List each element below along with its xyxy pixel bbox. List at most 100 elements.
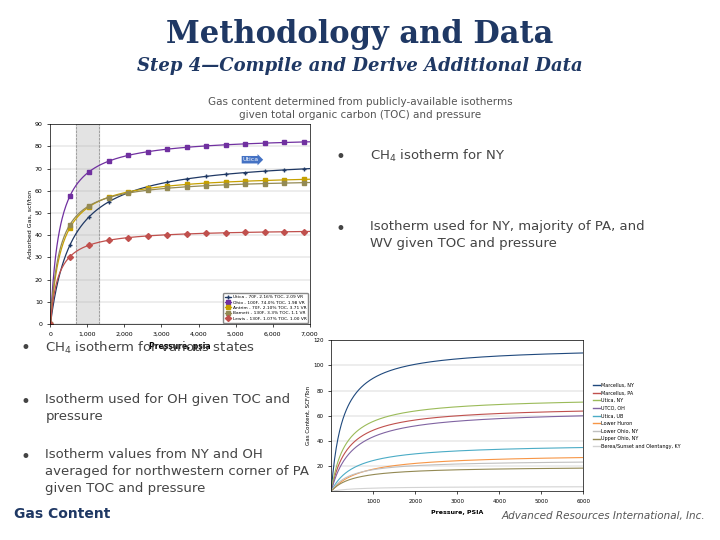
Antrim - 70F, 2.10% TOC, 3.71 VR [130, 187, 139, 194]
Line: Lower Ohio, NY: Lower Ohio, NY [331, 462, 583, 491]
Line: Utica - 70F, 2.16% TOC, 2.09 VR: Utica - 70F, 2.16% TOC, 2.09 VR [48, 166, 312, 326]
Marcellus, NY [579, 350, 588, 356]
Lower Ohio, NY [328, 487, 336, 494]
Line: UTCO, OH: UTCO, OH [331, 416, 583, 491]
Text: Isotherm values from NY and OH
averaged for northwestern corner of PA
given TOC : Isotherm values from NY and OH averaged … [45, 448, 310, 495]
Y-axis label: Adsorbed Gas, scf/ton: Adsorbed Gas, scf/ton [27, 190, 32, 259]
UTCO, OH [539, 414, 548, 420]
Lewis - 130F, 1.07% TOC, 1.00 VR [77, 245, 86, 252]
Lower Huron [481, 456, 490, 463]
Ohio - 100F, 74.0% TOC, 1.98 VR [46, 321, 55, 327]
Barnett - 130F, 3.3% TOC, 1.1 VR [149, 186, 158, 193]
Utica, NY [579, 399, 588, 406]
UTCO, OH [555, 413, 564, 420]
UTCO, OH [481, 416, 490, 423]
Lower Huron [328, 487, 336, 494]
Berea/Sunset and Olentangy, KY [481, 484, 490, 490]
Lower Ohio, NY [481, 460, 490, 467]
Marcellus, PA [555, 408, 564, 415]
Utica, UB [539, 445, 548, 451]
Text: Gas Content: Gas Content [14, 507, 111, 521]
Text: Isotherm used for NY, majority of PA, and
WV given TOC and pressure: Isotherm used for NY, majority of PA, an… [370, 220, 644, 250]
Antrim - 70F, 2.10% TOC, 3.71 VR [235, 178, 243, 185]
Utica, UB [477, 447, 485, 453]
Lewis - 130F, 1.07% TOC, 1.00 VR [305, 228, 314, 235]
Lower Huron [555, 455, 564, 461]
Utica, UB [328, 487, 336, 493]
Barnett - 130F, 3.3% TOC, 1.1 VR [130, 188, 139, 195]
Y-axis label: Gas Content, SCF/Ton: Gas Content, SCF/Ton [305, 386, 310, 445]
Marcellus, PA [539, 409, 548, 415]
Line: Utica, NY: Utica, NY [331, 402, 583, 491]
Berea/Sunset and Olentangy, KY [555, 484, 564, 490]
Utica, NY [328, 483, 336, 490]
Utica - 70F, 2.16% TOC, 2.09 VR [149, 182, 158, 188]
Marcellus, PA [328, 484, 336, 490]
Barnett - 130F, 3.3% TOC, 1.1 VR [233, 181, 242, 187]
Utica, UB [555, 444, 564, 451]
Utica, UB [579, 444, 588, 451]
Text: Step 4—Compile and Derive Additional Data: Step 4—Compile and Derive Additional Dat… [138, 57, 582, 75]
Text: Methodology and Data: Methodology and Data [166, 19, 554, 50]
Text: •: • [336, 220, 346, 238]
Upper Ohio, NY [539, 465, 548, 472]
Text: •: • [21, 340, 30, 357]
Marcellus, PA [579, 408, 588, 414]
Marcellus, NY [539, 351, 548, 357]
Ohio - 100F, 74.0% TOC, 1.98 VR [305, 139, 314, 145]
Antrim - 70F, 2.10% TOC, 3.71 VR [46, 321, 55, 327]
Ohio - 100F, 74.0% TOC, 1.98 VR [209, 142, 217, 149]
Line: Upper Ohio, NY: Upper Ohio, NY [331, 468, 583, 491]
Antrim - 70F, 2.10% TOC, 3.71 VR [77, 210, 86, 216]
Berea/Sunset and Olentangy, KY [477, 484, 485, 490]
Line: Ohio - 100F, 74.0% TOC, 1.98 VR: Ohio - 100F, 74.0% TOC, 1.98 VR [48, 140, 312, 326]
Marcellus, NY [477, 354, 485, 360]
Antrim - 70F, 2.10% TOC, 3.71 VR [149, 185, 158, 191]
Utica, NY [555, 400, 564, 406]
Upper Ohio, NY [476, 466, 485, 472]
Berea/Sunset and Olentangy, KY [327, 488, 336, 495]
X-axis label: Pressure, psia: Pressure, psia [149, 342, 211, 351]
Berea/Sunset and Olentangy, KY [539, 484, 548, 490]
Upper Ohio, NY [327, 488, 336, 495]
Line: Antrim - 70F, 2.10% TOC, 3.71 VR: Antrim - 70F, 2.10% TOC, 3.71 VR [48, 177, 312, 326]
Text: Gas content determined from publicly-available isotherms
given total organic car: Gas content determined from publicly-ava… [207, 97, 513, 120]
Upper Ohio, NY [328, 487, 336, 494]
UTCO, OH [328, 485, 336, 491]
Line: Marcellus, NY: Marcellus, NY [331, 353, 583, 491]
Utica, NY [476, 402, 485, 409]
Marcellus, PA [327, 488, 336, 495]
Utica - 70F, 2.16% TOC, 2.09 VR [209, 172, 217, 179]
Utica, NY [327, 488, 336, 495]
Marcellus, PA [476, 411, 485, 417]
UTCO, OH [579, 413, 588, 419]
Utica, UB [476, 447, 485, 453]
Utica - 70F, 2.16% TOC, 2.09 VR [130, 187, 139, 194]
Lower Huron [539, 455, 548, 462]
Marcellus, PA [477, 411, 485, 417]
Berea/Sunset and Olentangy, KY [579, 483, 588, 490]
Legend: Utica - 70F, 2.16% TOC, 2.09 VR, Ohio - 100F, 74.0% TOC, 1.98 VR, Antrim - 70F, : Utica - 70F, 2.16% TOC, 2.09 VR, Ohio - … [222, 293, 308, 323]
Lower Huron [327, 488, 336, 495]
Antrim - 70F, 2.10% TOC, 3.71 VR [233, 178, 242, 185]
Text: •: • [21, 393, 30, 411]
Lower Huron [476, 457, 485, 463]
Lewis - 130F, 1.07% TOC, 1.00 VR [209, 230, 217, 237]
Marcellus, PA [481, 411, 490, 417]
Line: Marcellus, PA: Marcellus, PA [331, 411, 583, 491]
Utica, UB [481, 447, 490, 453]
Antrim - 70F, 2.10% TOC, 3.71 VR [209, 179, 217, 186]
Berea/Sunset and Olentangy, KY [476, 484, 485, 490]
Line: Lower Huron: Lower Huron [331, 457, 583, 491]
Text: $\mathregular{CH_4}$ isotherm for NY: $\mathregular{CH_4}$ isotherm for NY [370, 148, 505, 164]
Utica - 70F, 2.16% TOC, 2.09 VR [46, 321, 55, 327]
Utica, UB [327, 488, 336, 495]
Legend: Marcellus, NY, Marcellus, PA, Utica, NY, UTCO, OH, Utica, UB, Lower Huron, Lower: Marcellus, NY, Marcellus, PA, Utica, NY,… [590, 381, 683, 451]
Ohio - 100F, 74.0% TOC, 1.98 VR [130, 151, 139, 157]
UTCO, OH [476, 416, 485, 423]
Barnett - 130F, 3.3% TOC, 1.1 VR [77, 208, 86, 214]
Ohio - 100F, 74.0% TOC, 1.98 VR [233, 141, 242, 147]
Bar [76, 124, 99, 324]
Lewis - 130F, 1.07% TOC, 1.00 VR [130, 234, 139, 240]
Barnett - 130F, 3.3% TOC, 1.1 VR [209, 182, 217, 188]
